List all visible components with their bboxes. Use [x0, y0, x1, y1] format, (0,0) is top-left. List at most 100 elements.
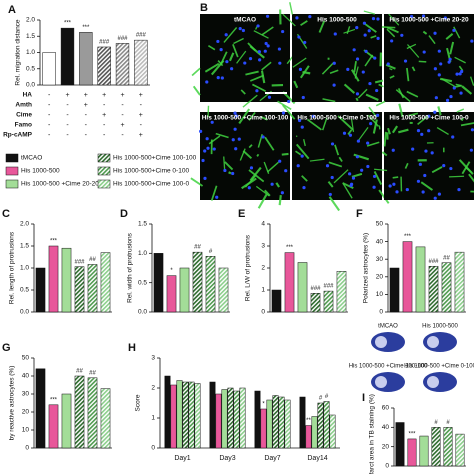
- nucleus: [348, 133, 353, 137]
- bar: [299, 396, 306, 449]
- bar: [443, 427, 453, 467]
- bar: [455, 433, 465, 467]
- nucleus: [247, 186, 251, 190]
- bar: [284, 399, 291, 449]
- astrocyte-process: [334, 144, 340, 156]
- astrocyte-process: [281, 104, 296, 120]
- y-axis-label: by reactive astrocytes (%): [9, 366, 16, 441]
- nucleus: [332, 61, 336, 65]
- astrocyte-process: [449, 175, 465, 178]
- legend-swatch: [97, 153, 111, 163]
- bar: [431, 427, 441, 467]
- y-axis-label: Polarized astrocytes (%): [363, 233, 370, 303]
- nucleus: [295, 16, 299, 20]
- table-sign: -: [48, 92, 51, 99]
- bar: [221, 389, 228, 449]
- nucleus: [376, 113, 380, 117]
- significance-label: ***: [50, 397, 58, 403]
- nucleus: [366, 141, 370, 145]
- nucleus: [351, 176, 356, 180]
- y-tick-label: 2.0: [20, 221, 29, 228]
- bar: [74, 266, 85, 313]
- astrocyte-process: [248, 111, 256, 121]
- nucleus: [375, 88, 379, 93]
- astrocyte-process: [260, 115, 268, 121]
- nucleus: [205, 80, 209, 84]
- table-sign: -: [48, 132, 51, 139]
- y-tick-label: 0: [261, 309, 265, 316]
- micrograph-bg: [384, 112, 474, 200]
- astrocyte-process: [286, 56, 294, 65]
- nucleus: [281, 29, 285, 34]
- micrograph-bg: [384, 14, 474, 102]
- nucleus: [205, 137, 209, 141]
- astrocyte-process: [302, 139, 306, 147]
- nucleus: [445, 98, 450, 102]
- bar: [179, 267, 190, 313]
- astrocyte-process: [381, 26, 396, 29]
- nucleus: [241, 28, 245, 33]
- y-tick-label: 1.5: [20, 243, 29, 250]
- significance-label: #: [209, 249, 213, 255]
- bar: [134, 39, 148, 86]
- astrocyte-process: [454, 56, 466, 64]
- micrograph: [282, 2, 384, 103]
- astrocyte-process: [458, 159, 474, 175]
- nucleus: [277, 47, 281, 51]
- nucleus: [243, 61, 247, 65]
- y-tick-label: 2.0: [26, 17, 35, 24]
- astrocyte-process: [255, 185, 270, 197]
- astrocyte-process: [309, 158, 325, 162]
- bar: [35, 267, 46, 313]
- significance-label: ##: [89, 370, 96, 376]
- nucleus: [342, 131, 347, 135]
- astrocyte-process: [406, 43, 417, 50]
- y-tick-label: 0: [25, 445, 29, 452]
- nucleus: [452, 86, 456, 90]
- nucleus: [433, 110, 437, 114]
- bar: [317, 402, 324, 449]
- astrocyte-process: [354, 66, 359, 79]
- table-sign: +: [139, 132, 143, 139]
- astrocyte-process: [249, 166, 262, 182]
- bar: [428, 265, 439, 313]
- nucleus: [449, 94, 453, 99]
- bar: [60, 27, 75, 86]
- nucleus: [409, 14, 414, 19]
- y-tick-label: 20: [376, 274, 384, 281]
- bar: [205, 256, 216, 313]
- nucleus: [361, 70, 365, 74]
- y-tick-label: 30: [376, 256, 384, 263]
- nucleus: [346, 67, 350, 71]
- nucleus: [223, 168, 227, 173]
- astrocyte-process: [306, 118, 322, 131]
- y-tick-label: 1: [151, 415, 155, 422]
- astrocyte-process: [385, 63, 396, 70]
- astrocyte-process: [353, 153, 370, 161]
- astrocyte-process: [245, 70, 259, 76]
- nucleus: [355, 57, 360, 61]
- astrocyte-process: [398, 103, 404, 118]
- table-sign: +: [65, 92, 69, 99]
- astrocyte-process: [374, 168, 388, 172]
- nucleus: [452, 28, 456, 32]
- astrocyte-process: [364, 54, 374, 67]
- table-sign: -: [103, 102, 106, 109]
- astrocyte-process: [343, 83, 356, 94]
- micrograph: [190, 105, 290, 209]
- astrocyte-process: [261, 26, 274, 36]
- bar: [115, 43, 130, 86]
- astrocyte-process: [439, 77, 453, 83]
- astrocyte-process: [375, 100, 386, 107]
- nucleus: [325, 164, 330, 168]
- significance-label: ***: [50, 239, 58, 245]
- nucleus: [264, 41, 268, 46]
- astrocyte-process: [373, 170, 383, 185]
- astrocyte-process: [228, 52, 235, 62]
- bar: [61, 393, 72, 449]
- table-sign: +: [139, 92, 143, 99]
- astrocyte-process: [411, 66, 416, 72]
- table-sign: -: [140, 122, 143, 129]
- brain-label: tMCAO: [378, 324, 398, 330]
- table-sign: -: [121, 112, 124, 119]
